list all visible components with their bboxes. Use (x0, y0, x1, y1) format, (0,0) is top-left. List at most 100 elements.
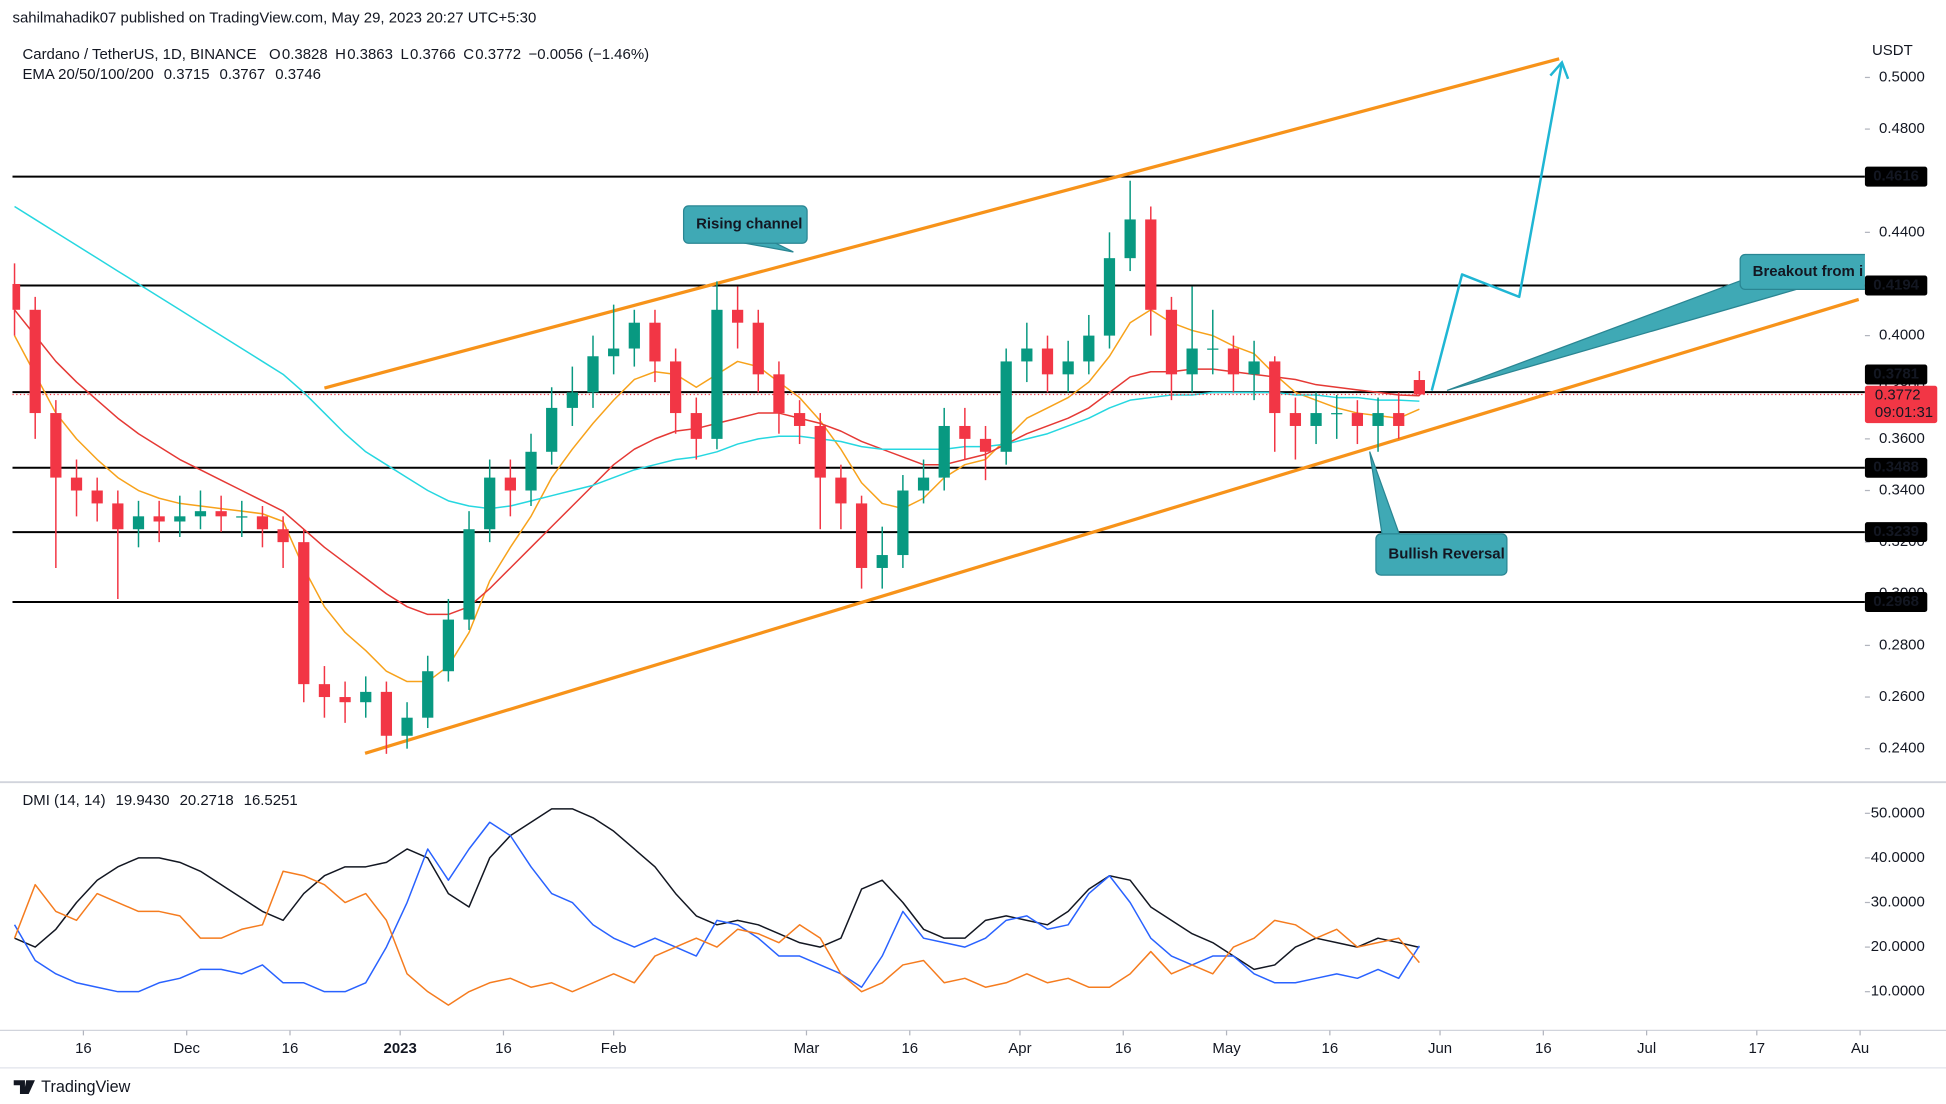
callout-box (682, 205, 808, 244)
x-tick-label: Apr (1008, 1040, 1031, 1057)
y-unit: USDT (1872, 42, 1913, 59)
level-label: 0.4616 (1873, 168, 1919, 185)
y-tick-label: 40.0000 (1871, 849, 1925, 866)
channel-line (364, 297, 1860, 755)
ema-value: 0.3715 (164, 66, 210, 83)
candle-body (731, 309, 744, 323)
level-label-box (1864, 275, 1928, 296)
callout-text: Rising channel (696, 216, 802, 233)
candle-body (711, 309, 723, 439)
candle-body (608, 348, 620, 357)
candle-body (876, 555, 888, 568)
ohlc-key: H (335, 46, 346, 63)
candle-body (339, 697, 351, 703)
axes: 0.24000.26000.28000.30000.32000.34000.36… (75, 42, 1938, 1057)
last-price-box (1864, 385, 1938, 424)
candle-body (112, 503, 124, 530)
candle-body (1331, 413, 1343, 415)
change-percent: (−1.46%) (588, 46, 649, 63)
level-label-box (1864, 364, 1928, 385)
candle-body (566, 392, 578, 408)
y-tick-label: 0.3600 (1879, 430, 1925, 447)
candle-body (546, 407, 558, 452)
candle-body (50, 413, 62, 478)
y-tick-label: 0.4400 (1879, 223, 1925, 240)
candle-body (504, 477, 516, 491)
x-tick-label: Jun (1428, 1040, 1452, 1057)
dmi-line (13, 870, 1420, 1006)
dmi-pane (13, 808, 1421, 1006)
candle-body (1207, 348, 1219, 350)
callout-box (1375, 533, 1508, 576)
candle-body (442, 619, 454, 672)
x-tick-label: 16 (1322, 1040, 1339, 1057)
candle-body (174, 516, 186, 522)
y-tick-label: 0.3400 (1879, 481, 1925, 498)
dmi-title: DMI (14, 14) (22, 792, 105, 809)
y-tick-label: 0.4000 (1879, 327, 1925, 344)
candle-body (587, 356, 599, 393)
candle-body (773, 374, 785, 414)
candle-body (690, 413, 702, 439)
candle-body (1393, 413, 1405, 426)
candle-body (318, 684, 331, 698)
y-tick-label: 0.2800 (1879, 636, 1925, 653)
countdown-label: 09:01:31 (1875, 404, 1933, 421)
ohlc-value: 0.3863 (347, 46, 393, 63)
candle-body (525, 451, 537, 491)
change-value: −0.0056 (529, 46, 583, 63)
callout: Breakout from i (1446, 253, 1865, 392)
level-label-box (1864, 166, 1928, 187)
ema-value: 0.3746 (275, 66, 321, 83)
candle-body (1289, 413, 1302, 426)
candle-body (132, 516, 145, 530)
ema-line (14, 205, 1420, 510)
dmi-value: 16.5251 (244, 792, 298, 809)
candle-body (793, 413, 806, 426)
candle-body (1351, 413, 1364, 426)
candle-body (1000, 361, 1012, 452)
dmi-line (14, 808, 1420, 971)
ohlc-key: L (400, 46, 408, 63)
callout: Bullish Reversal (1369, 451, 1508, 576)
candle-body (1413, 380, 1425, 395)
candle-body (422, 671, 434, 718)
x-tick-label: 16 (282, 1040, 299, 1057)
logo-mark (13, 1080, 35, 1095)
x-tick-label: 16 (901, 1040, 918, 1057)
x-tick-label: 16 (495, 1040, 512, 1057)
ema-title: EMA 20/50/100/200 (22, 66, 153, 83)
x-tick-label: Dec (173, 1040, 200, 1057)
x-tick-label: 16 (75, 1040, 92, 1057)
x-tick-label: 17 (1748, 1040, 1765, 1057)
candle-body (670, 361, 682, 414)
dmi-line (13, 821, 1421, 993)
candle-body (628, 322, 640, 349)
candle-body (1269, 361, 1281, 414)
level-label-box (1864, 522, 1928, 543)
ohlc-value: 0.3766 (410, 46, 456, 63)
candle-body (463, 529, 475, 620)
x-tick-label: 16 (1115, 1040, 1132, 1057)
candle-body (1062, 361, 1074, 375)
ohlc-key: O (269, 46, 281, 63)
price-pane: Rising channel Breakout from i Bullish Rev… (12, 57, 1865, 755)
ohlc-key: C (463, 46, 474, 63)
candle-body (1021, 348, 1033, 362)
candle-body (752, 322, 764, 375)
callout: Rising channel (682, 205, 808, 253)
y-tick-label: 10.0000 (1871, 983, 1925, 1000)
callout-text: Bullish Reversal (1388, 545, 1504, 562)
x-tick-label: Au (1851, 1040, 1869, 1057)
candle-body (401, 717, 413, 736)
x-tick-label: Feb (601, 1040, 627, 1057)
x-tick-label: May (1212, 1040, 1241, 1057)
candle-body (91, 490, 103, 504)
candle-body (1165, 309, 1178, 375)
candle-body (1372, 413, 1384, 426)
candle-body (938, 425, 950, 478)
candle-body (236, 516, 248, 518)
candle-body (1083, 335, 1095, 362)
